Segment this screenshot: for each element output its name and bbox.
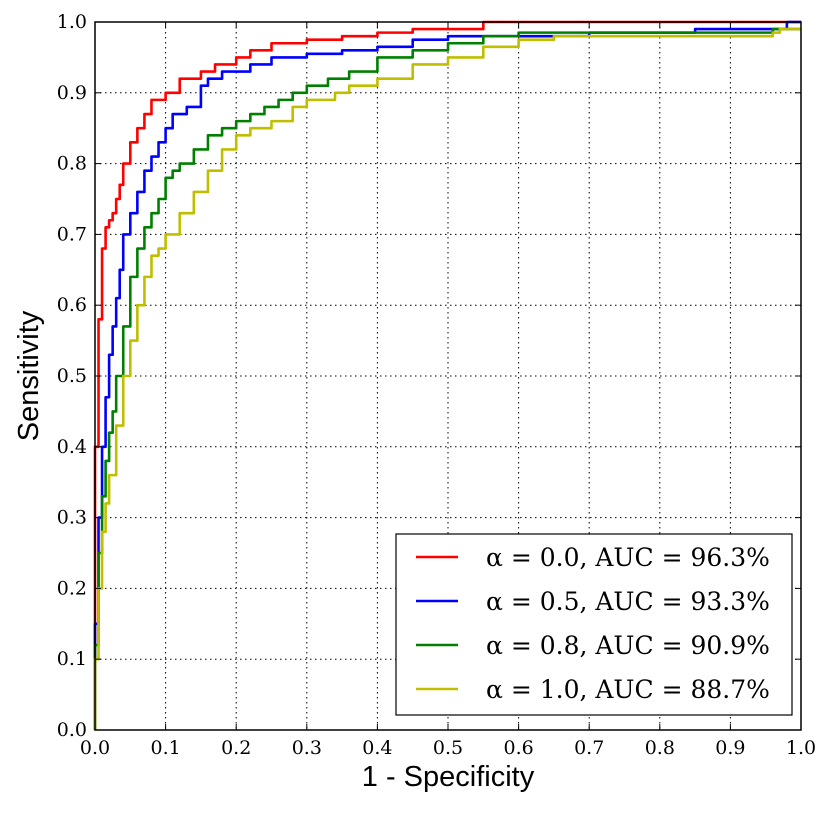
x-tick-label: 0.7 xyxy=(574,737,604,759)
series-line-2 xyxy=(93,27,801,730)
x-tick-label: 0.4 xyxy=(362,737,392,759)
y-tick-label: 0.5 xyxy=(57,365,87,387)
legend-label-1: α = 0.5, AUC = 93.3% xyxy=(486,587,770,616)
series-line-1 xyxy=(93,20,801,730)
series-line-3 xyxy=(93,27,801,730)
x-tick-label: 0.8 xyxy=(645,737,675,759)
y-tick-label: 0.3 xyxy=(57,507,87,529)
tick-layer: 0.0 0.1 0.2 0.3 0.4 0.5 0.6 0.7 0.8 0.9 1.0 0.0 0.1 0… xyxy=(57,11,816,759)
y-tick-label: 0.0 xyxy=(57,719,87,741)
x-tick-label: 0.9 xyxy=(715,737,745,759)
series-line-0 xyxy=(93,20,801,730)
y-tick-label: 0.4 xyxy=(57,436,87,458)
y-tick-label: 0.1 xyxy=(57,648,87,670)
y-tick-label: 0.6 xyxy=(57,294,87,316)
x-tick-label: 0.5 xyxy=(433,737,463,759)
legend-box xyxy=(395,533,793,716)
y-tick-label: 0.9 xyxy=(57,82,87,104)
x-tick-label: 0.0 xyxy=(80,737,110,759)
y-tick-label: 0.2 xyxy=(57,577,87,599)
y-tick-label: 0.8 xyxy=(57,153,87,175)
y-tick-label: 0.7 xyxy=(57,223,87,245)
legend-label-0: α = 0.0, AUC = 96.3% xyxy=(486,543,770,572)
x-tick-label: 1.0 xyxy=(786,737,816,759)
x-tick-label: 0.6 xyxy=(503,737,533,759)
x-axis-title: 1 - Specificity xyxy=(362,761,535,793)
x-tick-label: 0.3 xyxy=(292,737,322,759)
y-axis-title: Sensitivity xyxy=(13,310,45,441)
legend-label-3: α = 1.0, AUC = 88.7% xyxy=(486,675,770,704)
series-layer xyxy=(93,20,801,730)
x-tick-label: 0.2 xyxy=(221,737,251,759)
y-tick-label: 1.0 xyxy=(57,11,87,33)
legend: α = 0.0, AUC = 96.3% α = 0.5, AUC = 93.3%… xyxy=(395,533,793,716)
legend-label-2: α = 0.8, AUC = 90.9% xyxy=(486,631,770,660)
x-tick-label: 0.1 xyxy=(150,737,180,759)
